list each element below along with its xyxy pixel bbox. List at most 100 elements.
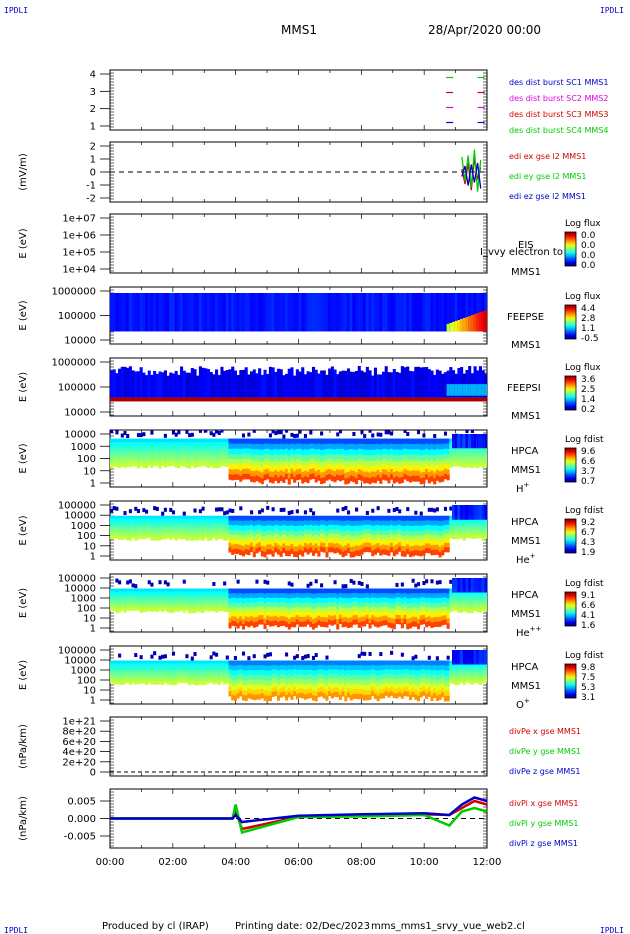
- heatmap-cell: [166, 605, 170, 610]
- heatmap-cell: [209, 596, 213, 601]
- heatmap-cell: [123, 666, 127, 670]
- heatmap-cell: [215, 515, 219, 520]
- heatmap-cell: [155, 459, 159, 463]
- heatmap-cell: [244, 602, 248, 608]
- heatmap-cell: [115, 669, 119, 673]
- heatmap-cell: [126, 536, 130, 541]
- heatmap-cell: [250, 533, 254, 539]
- heatmap-cell: [446, 469, 450, 476]
- panel-frame: [109, 213, 488, 274]
- heatmap-cell: [403, 473, 407, 480]
- heatmap-cell: [476, 384, 480, 396]
- heatmap-cell: [446, 454, 450, 460]
- heatmap-cell: [212, 460, 216, 465]
- heatmap-cell: [303, 529, 307, 535]
- heatmap-cell: [198, 603, 202, 607]
- heatmap-cell: [443, 601, 448, 607]
- heatmap-cell: [355, 466, 359, 473]
- heatmap-cell: [451, 596, 456, 600]
- heatmap-cell: [290, 510, 294, 515]
- heatmap-cell: [112, 452, 116, 457]
- heatmap-cell: [217, 532, 221, 537]
- heatmap-cell: [346, 515, 351, 521]
- heatmap-hpca_o: [110, 650, 487, 702]
- heatmap-cell: [322, 529, 326, 535]
- heatmap-cell: [185, 463, 189, 469]
- heatmap-cell: [465, 603, 469, 607]
- heatmap-cell: [441, 545, 445, 551]
- heatmap-cell: [403, 468, 407, 475]
- heatmap-cell: [328, 606, 332, 612]
- heatmap-cell: [166, 594, 170, 598]
- heatmap-cell: [306, 520, 310, 526]
- heatmap-cell: [220, 445, 224, 450]
- heatmap-cell: [427, 477, 431, 484]
- heatmap-cell: [462, 602, 466, 606]
- heatmap-cell: [266, 601, 270, 607]
- y-tick-label: 100: [77, 531, 96, 542]
- heatmap-cell: [163, 679, 167, 683]
- heatmap-cell: [311, 540, 316, 546]
- heatmap-cell: [276, 617, 281, 623]
- heatmap-cell: [481, 537, 485, 541]
- heatmap-cell: [217, 518, 221, 522]
- heatmap-cell: [120, 669, 124, 673]
- heatmap-cell: [400, 535, 404, 542]
- heatmap-cell: [365, 438, 369, 445]
- heatmap-cell: [118, 666, 122, 670]
- heatmap-cell: [241, 588, 246, 595]
- heatmap-cell: [161, 654, 165, 659]
- heatmap-cell: [301, 597, 305, 604]
- heatmap-cell: [252, 443, 256, 450]
- heatmap-cell: [115, 373, 119, 398]
- heatmap-cell: [220, 529, 224, 534]
- heatmap-cell: [403, 592, 407, 598]
- heatmap-cell: [373, 525, 377, 531]
- heatmap-cell: [263, 623, 267, 630]
- heatmap-cell: [443, 443, 448, 450]
- heatmap-cell: [258, 476, 262, 483]
- heatmap-cell: [118, 653, 122, 658]
- heatmap-cell: [123, 663, 127, 667]
- heatmap-cell: [298, 468, 302, 475]
- heatmap-cell: [441, 438, 445, 445]
- heatmap-cell: [371, 535, 375, 542]
- heatmap-cell: [158, 453, 162, 458]
- heatmap-cell: [185, 534, 189, 538]
- heatmap-cell: [422, 455, 426, 462]
- heatmap-cell: [314, 438, 318, 445]
- heatmap-cell: [290, 453, 294, 460]
- heatmap-cell: [430, 459, 434, 466]
- heatmap-cell: [414, 366, 418, 398]
- colorbar-tick: 4.3: [581, 538, 595, 548]
- heatmap-cell: [268, 544, 272, 550]
- heatmap-cell: [349, 459, 353, 466]
- heatmap-cell: [150, 666, 154, 670]
- heatmap-cell: [360, 430, 364, 434]
- heatmap-cell: [344, 438, 348, 445]
- heatmap-cell: [320, 533, 324, 539]
- heatmap-cell: [158, 602, 162, 606]
- heatmap-cell: [250, 449, 254, 456]
- heatmap-cell: [225, 293, 229, 332]
- heatmap-cell: [403, 588, 407, 594]
- heatmap-cell: [285, 473, 289, 480]
- heatmap-cell: [233, 543, 237, 550]
- heatmap-cell: [338, 397, 342, 402]
- heatmap-cell: [212, 432, 216, 437]
- heatmap-cell: [363, 533, 367, 539]
- heatmap-cell: [158, 438, 162, 443]
- heatmap-cell: [330, 397, 334, 402]
- heatmap-cell: [185, 607, 189, 611]
- heatmap-cell: [212, 438, 216, 443]
- y-tick-label: 10: [83, 541, 96, 552]
- heatmap-cell: [220, 588, 224, 592]
- heatmap-cell: [411, 454, 415, 461]
- heatmap-cell: [158, 669, 162, 673]
- heatmap-cell: [344, 525, 348, 532]
- heatmap-cell: [352, 293, 356, 332]
- heatmap-cell: [320, 612, 324, 618]
- heatmap-cell: [457, 603, 461, 607]
- heatmap-cell: [365, 605, 369, 611]
- heatmap-cell: [443, 438, 448, 445]
